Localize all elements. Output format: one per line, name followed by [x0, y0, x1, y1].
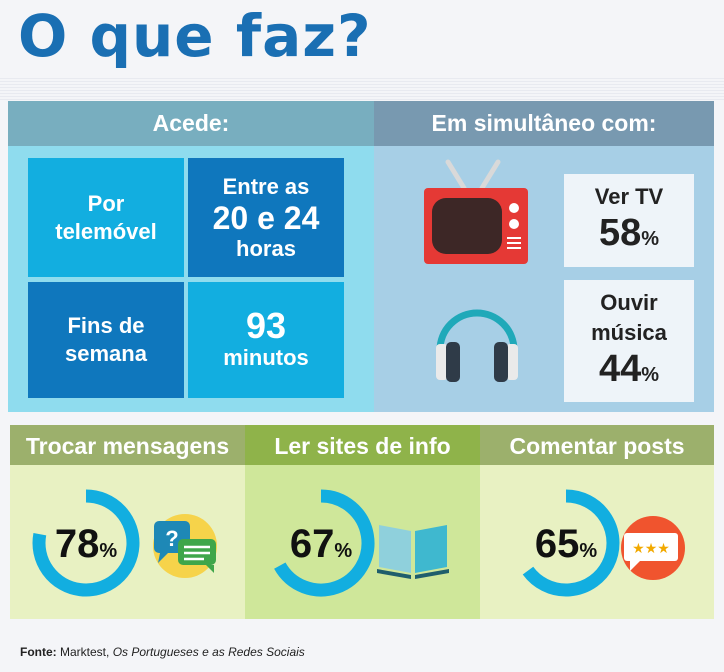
phone-text: Por telemóvel — [55, 190, 157, 244]
activity-header-1: Ler sites de info — [245, 425, 480, 465]
progress-arc-0 — [32, 489, 140, 597]
activity-value-0: 78% — [54, 522, 118, 566]
activity-header-0: Trocar mensagens — [10, 425, 245, 465]
svg-text:★★★: ★★★ — [632, 541, 670, 557]
progress-ring-2 — [522, 489, 620, 597]
simultaneous-header: Em simultâneo com: — [374, 101, 714, 146]
activity-card-0: 78% ? — [10, 465, 245, 619]
chat-bubbles-icon: ? — [153, 514, 217, 578]
access-grid: Por telemóvel Entre as 20 e 24 horas Fin… — [8, 146, 374, 412]
activity-header-2: Comentar posts — [480, 425, 714, 465]
source-note: Fonte: Marktest, Os Portugueses e as Red… — [20, 645, 305, 659]
activity-card-1: 67% — [245, 465, 480, 619]
activity-label-2: Comentar posts — [509, 433, 685, 459]
activity-value-2: 65% — [534, 522, 598, 566]
tv-value: 58% — [598, 212, 660, 254]
svg-text:?: ? — [165, 526, 178, 551]
open-book-icon — [377, 525, 449, 579]
weekend-text: Fins de semana — [65, 313, 147, 366]
minutes-value: 93 — [245, 305, 287, 346]
tv-stat: Ver TV 58% — [564, 174, 694, 267]
source-publisher: Marktest, — [60, 645, 110, 659]
access-header: Acede: — [8, 101, 374, 146]
tv-label: Ver TV — [594, 184, 664, 209]
simultaneous-panel: Ver TV 58% Ouvir música 44% — [374, 146, 714, 412]
headphones-icon — [436, 309, 518, 382]
phone-cell: Por telemóvel — [28, 158, 184, 277]
access-header-label: Acede: — [152, 110, 230, 136]
weekend-cell: Fins de semana — [28, 282, 184, 398]
music-label: Ouvir música — [591, 290, 667, 345]
music-value: 44% — [598, 348, 660, 390]
source-label: Fonte: — [20, 645, 57, 659]
tv-icon — [424, 159, 528, 264]
time-prefix: Entre as — [222, 173, 310, 199]
progress-arc-1 — [274, 489, 375, 597]
progress-ring-1 — [274, 489, 375, 597]
activity-label-1: Ler sites de info — [274, 433, 451, 459]
progress-ring-0 — [32, 489, 140, 597]
time-value: 20 e 24 — [212, 199, 320, 236]
simultaneous-header-label: Em simultâneo com: — [431, 110, 657, 136]
time-cell: Entre as 20 e 24 horas — [188, 158, 344, 277]
minutes-label: minutos — [223, 345, 309, 370]
source-work: Os Portugueses e as Redes Sociais — [112, 645, 305, 659]
header-stripes — [0, 78, 724, 100]
activity-card-2: 65% ★★★ — [480, 465, 714, 619]
page-title: O que faz? — [18, 2, 372, 70]
music-stat: Ouvir música 44% — [564, 280, 694, 402]
activity-value-1: 67% — [289, 522, 353, 566]
rating-comment-icon: ★★★ — [621, 516, 685, 580]
time-suffix: horas — [236, 235, 296, 261]
progress-arc-2 — [522, 489, 620, 597]
activity-label-0: Trocar mensagens — [25, 433, 230, 459]
minutes-cell: 93 minutos — [188, 282, 344, 398]
